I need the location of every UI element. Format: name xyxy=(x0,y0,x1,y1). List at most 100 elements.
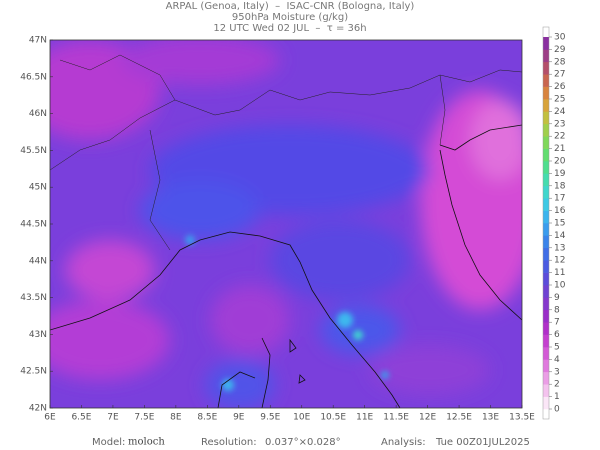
colorbar-label: 0 xyxy=(554,405,560,415)
colorbar-swatch xyxy=(543,111,549,125)
colorbar-label: 11 xyxy=(554,268,565,278)
field-blobs xyxy=(50,40,522,408)
coast xyxy=(439,149,522,321)
moisture-field xyxy=(50,40,522,408)
peak xyxy=(353,330,363,340)
colorbar-label: 17 xyxy=(554,194,565,204)
title-line: ARPAL (Genoa, Italy) – ISAC-CNR (Bologna… xyxy=(166,1,415,12)
footer-value: 0.037°×0.028° xyxy=(265,437,341,448)
colorbar-label: 27 xyxy=(554,70,565,80)
colorbar-label: 7 xyxy=(554,318,560,328)
x-tick-label: 6E xyxy=(44,413,56,423)
colorbar-swatch xyxy=(543,272,549,286)
y-tick-label: 42.5N xyxy=(20,367,47,377)
x-tick-label: 7E xyxy=(107,413,119,423)
blob xyxy=(210,285,290,355)
colorbar-swatch xyxy=(543,371,549,385)
colorbar-swatch xyxy=(543,86,549,100)
colorbar-swatch xyxy=(543,309,549,323)
x-tick-label: 10.5E xyxy=(320,413,346,423)
colorbar-swatch xyxy=(543,260,549,273)
colorbar-swatch xyxy=(543,148,549,162)
y-tick-label: 46.5N xyxy=(20,72,47,82)
y-tick-label: 45N xyxy=(29,183,47,193)
x-tick-label: 13E xyxy=(482,413,499,423)
x-tick-label: 9E xyxy=(233,413,245,423)
border xyxy=(59,54,176,101)
x-tick-label: 12E xyxy=(419,413,436,423)
colorbar-label: 2 xyxy=(554,380,560,390)
y-tick-label: 44N xyxy=(29,256,47,266)
colorbar-swatch xyxy=(543,347,549,360)
colorbar-label: 10 xyxy=(554,281,566,291)
blob xyxy=(320,305,400,355)
colorbar-label: 6 xyxy=(554,330,560,340)
colorbar-swatch xyxy=(543,334,549,348)
colorbar-swatch xyxy=(543,161,549,174)
colorbar-swatch xyxy=(543,285,549,298)
colorbar-swatch xyxy=(543,384,549,397)
colorbar-label: 9 xyxy=(554,293,560,303)
border xyxy=(149,129,171,251)
coast xyxy=(50,231,401,408)
blob xyxy=(470,100,522,180)
colorbar-swatch xyxy=(543,173,549,187)
peak xyxy=(381,371,389,379)
peak xyxy=(185,235,195,245)
y-tick-label: 43N xyxy=(29,330,47,340)
x-tick-label: 10E xyxy=(293,413,310,423)
colorbar-swatch xyxy=(543,359,549,373)
colorbar-label: 30 xyxy=(554,33,566,43)
footer-label: Model: xyxy=(92,437,125,448)
colorbar-swatch xyxy=(543,99,549,112)
colorbar-label: 16 xyxy=(554,206,566,216)
colorbar-swatch xyxy=(543,37,549,50)
colorbar-label: 8 xyxy=(554,305,560,315)
colorbar-label: 21 xyxy=(554,144,565,154)
colorbar-swatch xyxy=(543,396,549,410)
colorbar-swatch xyxy=(543,185,549,199)
y-tick-label: 47N xyxy=(29,36,47,46)
blob xyxy=(370,345,490,395)
x-tick-label: 12.5E xyxy=(446,413,472,423)
peak xyxy=(337,312,353,328)
coastlines xyxy=(50,124,522,408)
colorbar: 0123456789101112131415161718192021222324… xyxy=(542,26,566,420)
colorbar-swatch xyxy=(543,74,549,87)
blob xyxy=(120,40,280,85)
blob xyxy=(270,220,410,300)
border xyxy=(439,74,446,146)
axes: 6E 6.5E 7E 7.5E 8E 8.5E 9E 9.5E 10E 10.5E 11E 11.5E… xyxy=(20,36,535,423)
border xyxy=(50,69,522,171)
footer-value: Tue 00Z01JUL2025 xyxy=(435,437,530,448)
peak xyxy=(222,379,234,391)
colorbar-label: 5 xyxy=(554,343,560,353)
y-tick-label: 44.5N xyxy=(20,220,47,230)
coast xyxy=(217,337,271,408)
colorbar-label: 13 xyxy=(554,243,565,253)
colorbar-swatch xyxy=(543,123,549,137)
x-tick-label: 8.5E xyxy=(197,413,217,423)
blob xyxy=(50,300,170,380)
colorbar-label: 23 xyxy=(554,119,565,129)
colorbar-label: 24 xyxy=(554,107,566,117)
colorbar-label: 3 xyxy=(554,367,560,377)
colorbar-swatch xyxy=(543,247,549,261)
colorbar-label: 25 xyxy=(554,95,565,105)
footer-label: Resolution: xyxy=(201,437,257,448)
y-tick-label: 42N xyxy=(29,404,47,414)
colorbar-label: 20 xyxy=(554,157,566,167)
y-tick-label: 43.5N xyxy=(20,293,47,303)
blob xyxy=(205,360,275,408)
colorbar-label: 15 xyxy=(554,219,565,229)
colorbar-swatch xyxy=(543,297,549,311)
colorbar-label: 29 xyxy=(554,45,566,55)
blob xyxy=(65,240,155,300)
colorbar-swatch xyxy=(543,136,549,149)
footer-value: moloch xyxy=(128,437,165,448)
colorbar-label: 1 xyxy=(554,392,560,402)
field-peaks xyxy=(185,235,389,391)
colorbar-label: 26 xyxy=(554,82,566,92)
x-tick-label: 8E xyxy=(170,413,182,423)
